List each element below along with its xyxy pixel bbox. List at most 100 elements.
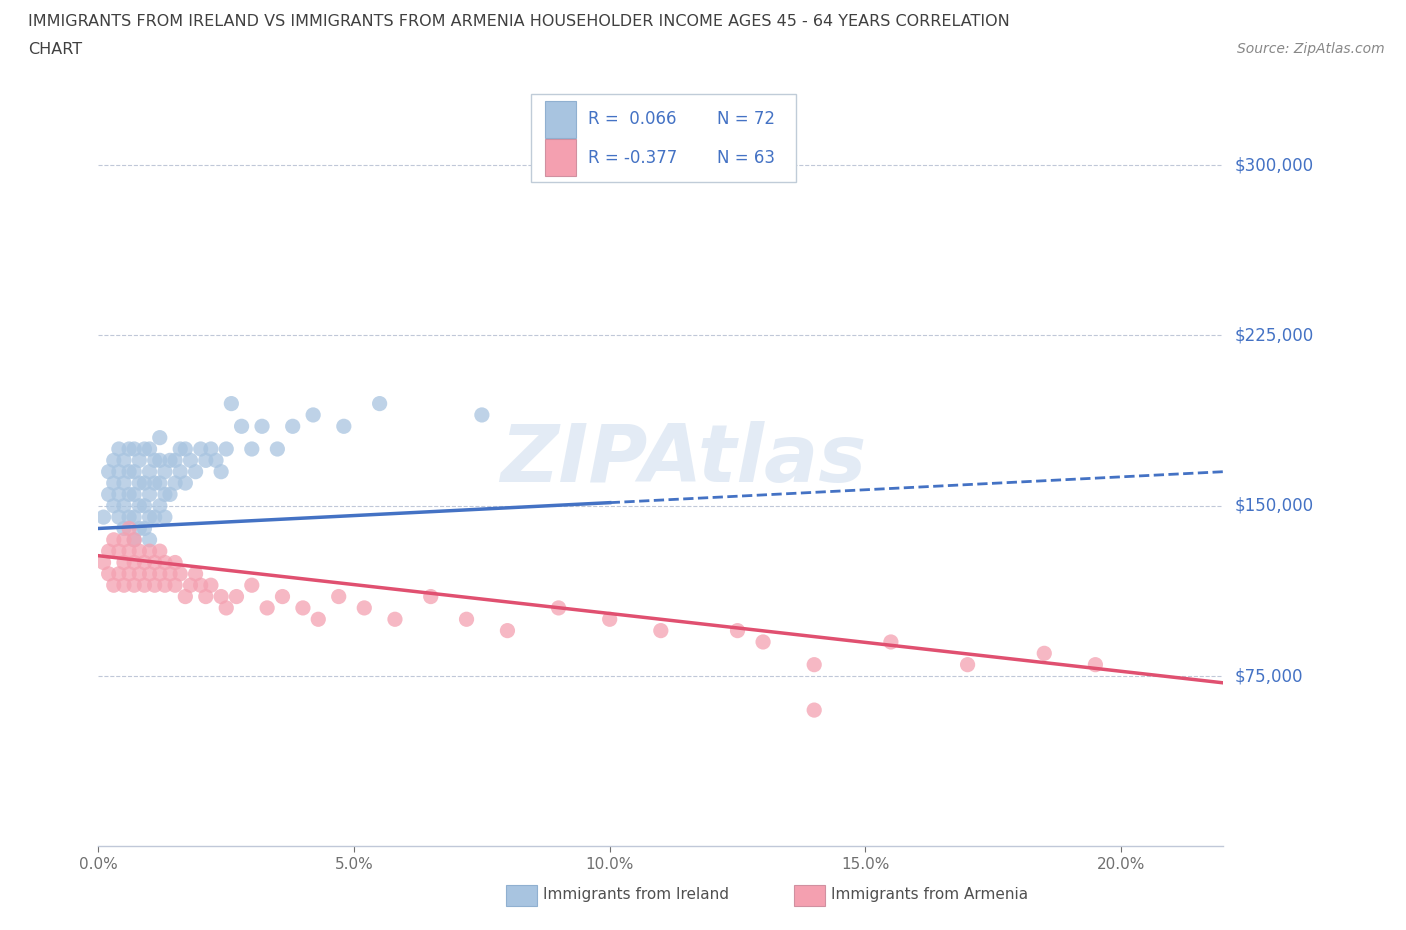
Point — [134, 578, 156, 592]
Point — [153, 464, 176, 479]
Point — [112, 532, 135, 547]
Point — [138, 566, 160, 581]
Point — [118, 510, 141, 525]
Point — [153, 578, 176, 592]
Point — [169, 442, 191, 457]
Point — [103, 453, 125, 468]
Point — [149, 498, 172, 513]
Point — [184, 566, 207, 581]
Point — [118, 487, 141, 502]
Point — [138, 442, 160, 457]
Point — [112, 521, 135, 536]
Point — [803, 658, 825, 672]
Point — [138, 487, 160, 502]
Point — [118, 521, 141, 536]
Point — [97, 544, 120, 559]
Point — [174, 475, 197, 490]
Point — [419, 589, 441, 604]
Point — [159, 453, 181, 468]
Point — [149, 453, 172, 468]
Point — [143, 578, 166, 592]
Point — [256, 601, 278, 616]
Point — [271, 589, 294, 604]
Point — [880, 634, 903, 649]
Point — [128, 544, 150, 559]
Point — [205, 453, 228, 468]
Point — [169, 464, 191, 479]
Point — [353, 601, 375, 616]
Point — [209, 464, 232, 479]
Point — [122, 487, 145, 502]
Point — [112, 453, 135, 468]
Text: $75,000: $75,000 — [1234, 667, 1303, 685]
Point — [250, 418, 273, 433]
Point — [149, 544, 172, 559]
Point — [108, 464, 131, 479]
Point — [169, 566, 191, 581]
Point — [159, 487, 181, 502]
Point — [134, 498, 156, 513]
Point — [128, 566, 150, 581]
Text: IMMIGRANTS FROM IRELAND VS IMMIGRANTS FROM ARMENIA HOUSEHOLDER INCOME AGES 45 - : IMMIGRANTS FROM IRELAND VS IMMIGRANTS FR… — [28, 14, 1010, 29]
Point — [179, 453, 201, 468]
Point — [153, 487, 176, 502]
Point — [266, 442, 288, 457]
Text: Immigrants from Ireland: Immigrants from Ireland — [543, 887, 728, 902]
Point — [118, 544, 141, 559]
Point — [384, 612, 406, 627]
Point — [134, 475, 156, 490]
Text: CHART: CHART — [28, 42, 82, 57]
Point — [118, 464, 141, 479]
Point — [103, 475, 125, 490]
Text: $150,000: $150,000 — [1234, 497, 1313, 515]
Point — [956, 658, 979, 672]
Bar — [546, 100, 576, 138]
Point — [108, 510, 131, 525]
Point — [143, 453, 166, 468]
Point — [368, 396, 391, 411]
Point — [281, 418, 304, 433]
Text: ZIPAtlas: ZIPAtlas — [501, 421, 866, 499]
Point — [231, 418, 253, 433]
Point — [118, 566, 141, 581]
Point — [93, 555, 115, 570]
Point — [165, 555, 187, 570]
Point — [128, 453, 150, 468]
Point — [118, 442, 141, 457]
Point — [179, 578, 201, 592]
Point — [291, 601, 314, 616]
Point — [153, 555, 176, 570]
Text: R = -0.377: R = -0.377 — [588, 149, 676, 166]
Text: N = 72: N = 72 — [717, 110, 775, 128]
Point — [1033, 646, 1056, 661]
Point — [149, 475, 172, 490]
Point — [97, 464, 120, 479]
Point — [122, 510, 145, 525]
Point — [138, 464, 160, 479]
Point — [122, 532, 145, 547]
FancyBboxPatch shape — [531, 94, 796, 182]
Point — [328, 589, 350, 604]
Text: Source: ZipAtlas.com: Source: ZipAtlas.com — [1237, 42, 1385, 56]
Point — [122, 464, 145, 479]
Point — [128, 521, 150, 536]
Point — [215, 442, 238, 457]
Point — [149, 566, 172, 581]
Point — [103, 532, 125, 547]
Point — [165, 453, 187, 468]
Point — [143, 475, 166, 490]
Point — [307, 612, 329, 627]
Point — [194, 453, 217, 468]
Point — [103, 498, 125, 513]
Point — [333, 418, 356, 433]
Text: N = 63: N = 63 — [717, 149, 775, 166]
Point — [108, 442, 131, 457]
Point — [200, 578, 222, 592]
Point — [138, 544, 160, 559]
Point — [134, 442, 156, 457]
Point — [727, 623, 749, 638]
Point — [240, 442, 263, 457]
Point — [112, 578, 135, 592]
Point — [174, 442, 197, 457]
Point — [143, 555, 166, 570]
